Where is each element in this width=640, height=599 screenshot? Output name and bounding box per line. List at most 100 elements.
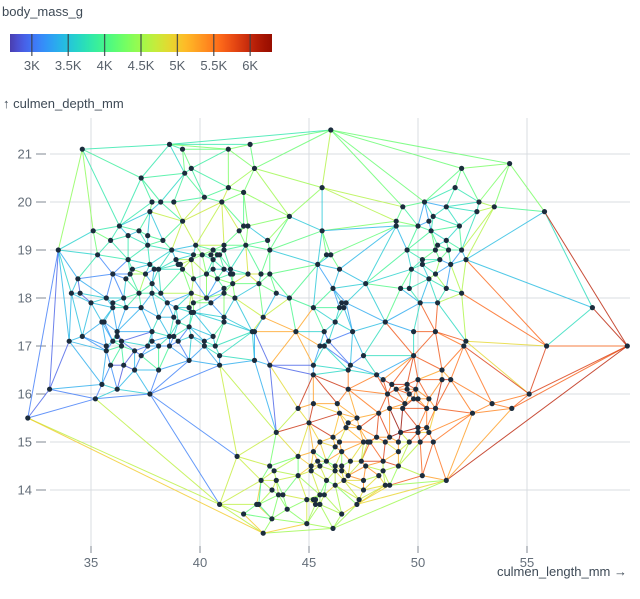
data-point: [387, 434, 393, 440]
mesh-edge: [365, 283, 386, 323]
mesh-edge: [339, 412, 347, 428]
legend-title: body_mass_g: [2, 4, 83, 19]
mesh-edge: [409, 278, 430, 289]
mesh-edge: [349, 441, 364, 462]
x-tick-label: 35: [84, 555, 98, 570]
mesh-edge: [352, 331, 364, 356]
mesh-edge: [382, 460, 399, 467]
mesh-edge: [269, 455, 299, 467]
mesh-edge: [345, 283, 367, 304]
mesh-edge: [234, 283, 260, 299]
data-point: [411, 353, 417, 359]
mesh-edge: [188, 326, 214, 337]
data-point: [103, 348, 109, 354]
data-point: [415, 223, 421, 229]
mesh-edge: [129, 273, 140, 294]
data-point: [25, 415, 31, 421]
data-point: [456, 223, 462, 229]
mesh-edge: [334, 484, 360, 501]
data-point: [336, 410, 343, 416]
mesh-edge: [313, 288, 334, 308]
legend-tick-label: 3K: [24, 58, 40, 73]
data-point: [125, 233, 131, 239]
mesh-edge: [191, 148, 229, 169]
data-point: [55, 247, 61, 253]
mesh-edge: [376, 413, 380, 438]
mesh-edge: [228, 187, 244, 193]
data-point: [132, 348, 138, 354]
data-point: [376, 473, 382, 479]
data-point: [304, 497, 310, 503]
mesh-edge: [116, 365, 125, 390]
mesh-edge: [306, 504, 321, 524]
data-point: [267, 362, 273, 368]
mesh-edge: [223, 297, 236, 318]
mesh-edge: [193, 311, 225, 323]
data-point: [308, 468, 314, 474]
data-point: [221, 247, 227, 253]
mesh-edge: [326, 451, 342, 462]
data-point: [188, 165, 194, 171]
data-point: [382, 439, 388, 445]
mesh-edge: [258, 480, 262, 505]
mesh-edge: [81, 148, 120, 227]
mesh-edge: [347, 460, 362, 476]
mesh-edge: [215, 331, 253, 347]
mesh-edge: [422, 259, 440, 265]
mesh-edge: [360, 441, 364, 462]
data-point: [210, 333, 216, 339]
legend-tick-label: 3.5K: [55, 58, 82, 73]
mesh-edge: [49, 249, 59, 390]
data-point: [116, 223, 122, 229]
data-point: [432, 247, 438, 253]
data-point: [210, 266, 216, 272]
data-point: [374, 372, 380, 378]
mesh-edge: [119, 225, 140, 232]
mesh-edge: [158, 359, 190, 371]
mesh-edge: [478, 201, 495, 208]
mesh-edge: [151, 293, 160, 318]
mesh-edge: [343, 307, 354, 332]
mesh-edge: [288, 297, 297, 332]
mesh-edge: [219, 331, 253, 357]
mesh-edge: [528, 345, 628, 395]
mesh-edge: [289, 187, 323, 217]
mesh-edge: [245, 225, 249, 246]
mesh-edge: [365, 283, 401, 289]
data-point: [121, 295, 127, 301]
mesh-edge: [234, 297, 264, 318]
mesh-edge: [188, 326, 205, 342]
mesh-edge: [70, 293, 83, 337]
mesh-edge: [140, 292, 153, 308]
y-tick-label: 21: [18, 147, 32, 162]
mesh-edge: [297, 374, 314, 409]
mesh-edge: [306, 504, 316, 524]
mesh-edge: [339, 225, 397, 270]
data-point: [400, 405, 406, 411]
data-point: [99, 381, 105, 387]
mesh-edge: [421, 264, 430, 280]
data-point: [474, 209, 480, 215]
mesh-edge: [184, 172, 205, 198]
mesh-edge: [317, 264, 334, 289]
data-point: [256, 281, 262, 287]
mesh-edge: [428, 278, 447, 289]
mesh-edge: [434, 302, 439, 332]
data-point: [173, 305, 179, 311]
mesh-edge: [149, 364, 220, 395]
mesh-edge: [262, 518, 273, 534]
data-point: [145, 343, 151, 349]
mesh-edge: [169, 321, 179, 337]
data-point: [310, 497, 316, 503]
data-point: [356, 425, 362, 431]
mesh-edge: [119, 201, 153, 227]
mesh-edge: [162, 220, 183, 241]
data-point: [77, 290, 83, 296]
data-point: [149, 281, 155, 287]
y-tick-label: 16: [18, 387, 32, 402]
mesh-edge: [356, 484, 386, 505]
data-point: [435, 300, 441, 306]
data-point: [376, 410, 382, 416]
mesh-edge: [465, 206, 495, 260]
data-point: [286, 295, 292, 301]
